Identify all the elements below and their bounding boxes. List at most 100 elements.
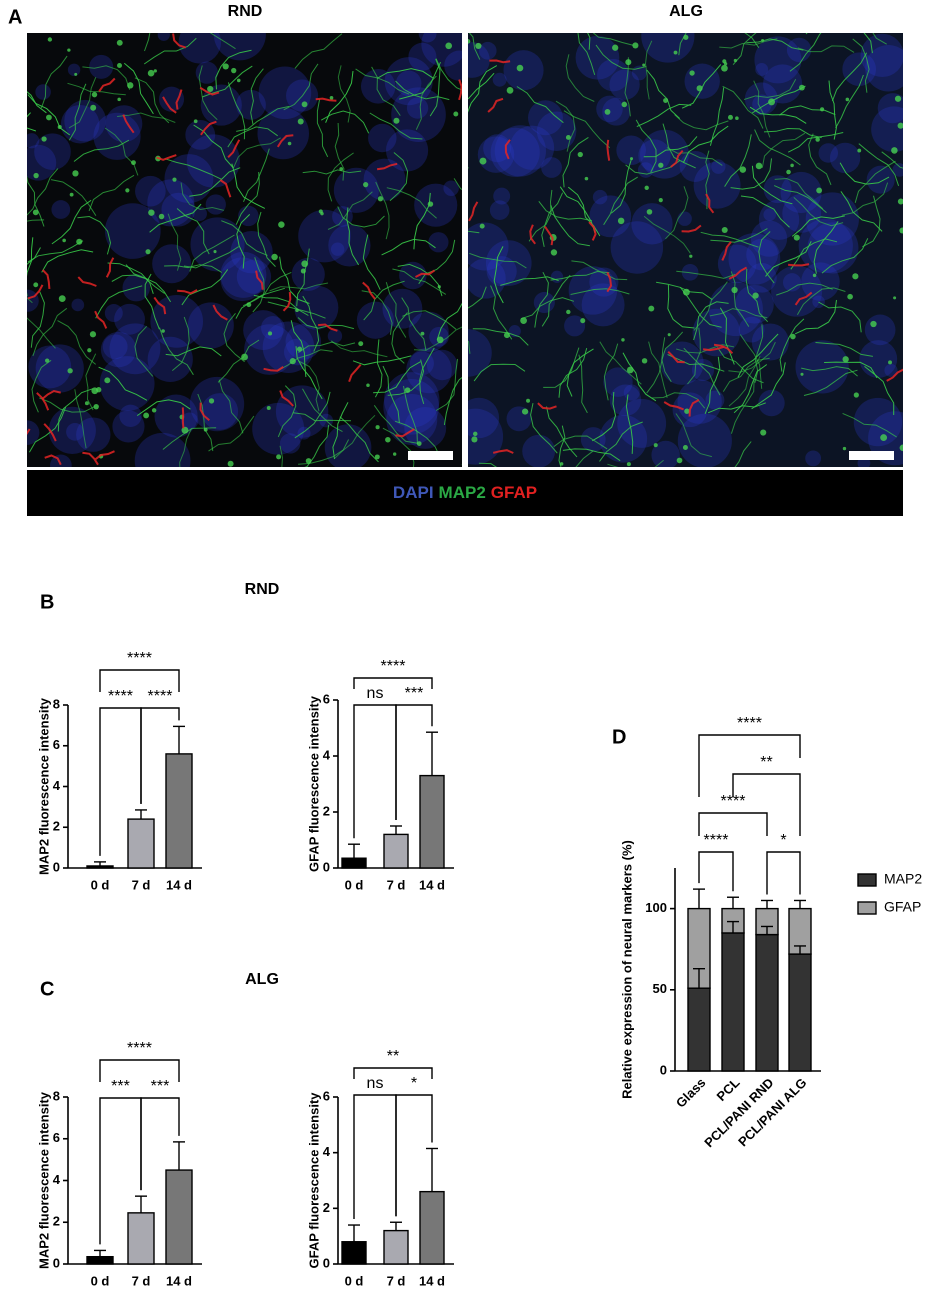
neurite — [320, 110, 370, 134]
astrocyte — [263, 366, 284, 372]
x-tick-label: 7 d — [132, 1273, 151, 1288]
nucleus-cluster — [509, 125, 555, 170]
nucleus-cluster — [243, 310, 284, 351]
neurite — [167, 213, 182, 271]
nucleus-cluster — [609, 384, 642, 417]
bar-segment — [788, 953, 812, 1072]
cell-body — [577, 151, 583, 158]
neurite — [815, 342, 873, 357]
astrocyte — [156, 154, 177, 161]
neurite — [159, 327, 194, 376]
neurite — [541, 192, 564, 247]
neurite — [700, 231, 759, 248]
neurite — [40, 55, 68, 109]
neurite — [277, 349, 333, 372]
nucleus-cluster — [494, 125, 546, 177]
cell-body — [468, 39, 471, 44]
cell-body — [147, 69, 155, 77]
nucleus-cluster — [261, 315, 285, 340]
nucleus-cluster — [154, 394, 198, 438]
y-tick-label: 0 — [323, 1255, 330, 1270]
cell-body — [682, 288, 690, 296]
neurite — [730, 271, 750, 327]
neurite — [805, 33, 808, 35]
cell-body — [584, 176, 589, 181]
y-tick-label: 0 — [53, 1255, 60, 1270]
cell-body — [329, 96, 334, 100]
astrocyte — [276, 134, 294, 148]
cell-body — [731, 286, 738, 294]
nucleus-cluster — [468, 42, 490, 78]
neurite — [57, 388, 94, 432]
neurite — [136, 399, 191, 417]
cell-body — [117, 97, 121, 102]
nucleus-cluster — [28, 345, 72, 389]
cell-body — [393, 452, 397, 456]
astrocyte — [41, 269, 51, 289]
significance-bracket: * — [766, 832, 801, 895]
nucleus-cluster — [782, 273, 802, 292]
astrocyte — [279, 390, 294, 407]
cell-body — [151, 408, 157, 413]
nucleus-cluster — [738, 316, 765, 343]
y-tick-label: 4 — [53, 778, 61, 793]
neurite — [391, 312, 408, 364]
x-tick-label: 14 d — [419, 877, 445, 892]
bar — [383, 833, 409, 869]
nucleus-cluster — [638, 139, 671, 172]
neurite — [77, 215, 112, 255]
neurite — [297, 317, 355, 330]
nucleus-cluster — [164, 154, 214, 203]
neurite — [622, 352, 657, 402]
astrocyte — [122, 114, 135, 134]
nucleus-cluster — [754, 36, 802, 84]
neurite — [269, 282, 329, 292]
nucleus-cluster — [421, 33, 462, 67]
bracket-line — [395, 1094, 433, 1217]
neurite — [361, 290, 393, 335]
significance-bracket: **** — [353, 658, 433, 689]
nucleus-cluster — [252, 402, 305, 455]
x-tick-label: PCL — [714, 1075, 743, 1104]
nucleus-cluster — [684, 63, 720, 99]
row-title: ALG — [245, 971, 279, 988]
cell-body — [632, 42, 639, 49]
neurite — [376, 68, 434, 79]
neurite — [625, 394, 634, 454]
neurite — [683, 347, 721, 396]
nucleus-cluster — [201, 393, 239, 430]
nucleus-cluster — [34, 133, 71, 171]
cell-body — [375, 425, 380, 430]
neurite — [469, 252, 527, 269]
neurite — [395, 80, 450, 101]
nucleus-cluster — [428, 232, 449, 253]
neurite — [842, 412, 897, 438]
cell-body — [790, 163, 794, 168]
neurite — [787, 132, 844, 153]
cell-body — [203, 427, 208, 432]
y-tick-label: 2 — [53, 819, 60, 834]
neurite — [728, 356, 761, 407]
nucleus-cluster — [291, 257, 325, 291]
cell-body — [301, 260, 309, 268]
significance-label: **** — [704, 832, 729, 849]
significance-bracket: ** — [353, 1048, 433, 1079]
cell-body — [506, 87, 514, 94]
cell-body — [580, 318, 586, 324]
neurite — [841, 182, 889, 216]
nucleus-cluster — [617, 398, 667, 448]
bar — [419, 774, 445, 869]
cell-body — [208, 398, 215, 404]
neurite — [337, 206, 385, 228]
neurite — [676, 270, 736, 279]
cell-body — [222, 63, 229, 70]
neurite — [709, 308, 768, 319]
neurite — [472, 328, 529, 346]
neurite — [436, 302, 462, 340]
nucleus-cluster — [468, 408, 504, 465]
nucleus-cluster — [798, 218, 853, 274]
neurite — [27, 112, 31, 118]
panel-label: B — [40, 591, 54, 613]
nucleus-cluster — [805, 450, 822, 467]
nucleus-cluster — [490, 127, 540, 177]
